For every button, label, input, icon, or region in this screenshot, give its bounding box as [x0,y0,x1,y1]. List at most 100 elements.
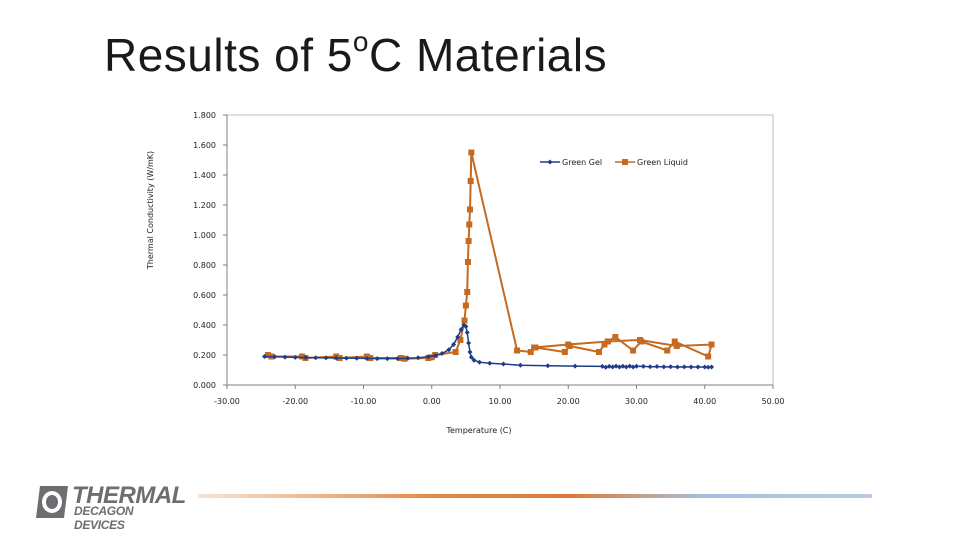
data-point [264,352,271,358]
data-point [462,302,469,309]
data-point [630,364,636,370]
y-tick-label: 0.600 [193,291,216,300]
data-point [695,364,701,370]
data-point [647,364,653,370]
data-point [405,355,411,361]
data-point [374,356,380,362]
x-tick-label: 20.00 [557,397,580,406]
data-point [468,354,474,360]
company-logo: THERMAL DECAGON DEVICES [34,482,186,532]
data-point [705,353,712,360]
data-point [517,362,523,368]
data-point [599,363,605,369]
data-point [606,363,612,369]
series-green-gel [262,322,715,370]
data-point [673,343,680,349]
data-point [487,360,493,366]
y-tick-label: 1.800 [193,111,216,120]
data-point [636,337,643,343]
data-point [500,361,506,367]
data-point [603,364,609,370]
data-point [464,259,471,265]
data-point [616,364,622,370]
x-tick-label: 0.00 [423,397,441,406]
x-tick-label: -30.00 [214,397,240,406]
data-point [425,354,431,360]
y-tick-label: 1.600 [193,141,216,150]
data-point [395,356,401,362]
data-point [709,364,715,370]
plot-area [226,114,774,386]
slide-title-main: Results of 5 [104,29,353,81]
data-point [627,363,633,369]
data-point [622,159,628,165]
x-tick-label: 30.00 [625,397,648,406]
data-point [572,363,578,369]
data-point [452,349,459,355]
data-point [282,354,288,360]
data-point [664,347,671,354]
data-point [668,364,674,370]
legend-item: Green Gel [540,158,602,167]
data-point [514,347,521,354]
y-tick-label: 0.200 [193,351,216,360]
slide-title: Results of 5oC Materials [104,26,608,82]
data-point [468,149,475,156]
data-point [545,363,551,369]
logo-mark-icon [36,486,68,518]
x-axis-title: Temperature (C) [445,426,511,435]
x-tick-label: -20.00 [282,397,308,406]
data-point [302,355,308,361]
data-point [465,238,472,244]
legend-label: Green Gel [562,158,602,167]
data-point [477,359,483,365]
data-point [313,355,319,361]
data-point [461,317,468,324]
x-axis-ticks: -30.00 -20.00 -10.00 0.00 10.00 20.00 30.00 40.… [214,385,784,406]
data-point [466,206,473,213]
data-point [464,330,470,335]
data-point [464,289,471,295]
x-tick-label: 10.00 [489,397,512,406]
data-point [467,349,473,355]
data-point [708,341,715,348]
data-point [343,355,349,361]
y-tick-label: 0.000 [193,381,216,390]
data-point [415,355,421,361]
data-point [595,349,602,355]
data-point [446,347,452,353]
data-point [451,342,457,347]
data-point [299,353,306,360]
data-point [547,159,553,165]
data-point [688,364,694,370]
data-point [565,341,572,348]
data-point [463,324,469,329]
data-point [561,349,568,355]
data-point [333,355,339,361]
data-point [458,327,464,332]
y-axis-ticks: 0.000 0.200 0.400 0.600 0.800 1.000 1.200 1.400… [193,111,227,390]
data-point [654,364,660,370]
data-point [527,349,534,355]
data-point [323,355,329,361]
data-point [601,341,608,348]
data-point [671,338,678,345]
y-tick-label: 1.200 [193,201,216,210]
data-point [428,354,435,361]
data-point [630,347,637,354]
data-point [466,340,472,346]
data-point [467,178,474,184]
logo-text-thermal: THERMAL [72,482,186,509]
data-point [455,334,461,340]
slide-title-end: C Materials [368,29,608,81]
data-point [354,355,360,361]
legend: Green Gel Green Liquid [540,158,688,167]
legend-item: Green Liquid [615,158,688,167]
data-point [432,353,438,359]
data-point [471,357,477,363]
data-point [623,364,629,370]
legend-label: Green Liquid [637,158,688,167]
data-point [262,354,268,359]
logo-text-decagon: DECAGON DEVICES [74,504,134,532]
data-point [604,338,611,345]
